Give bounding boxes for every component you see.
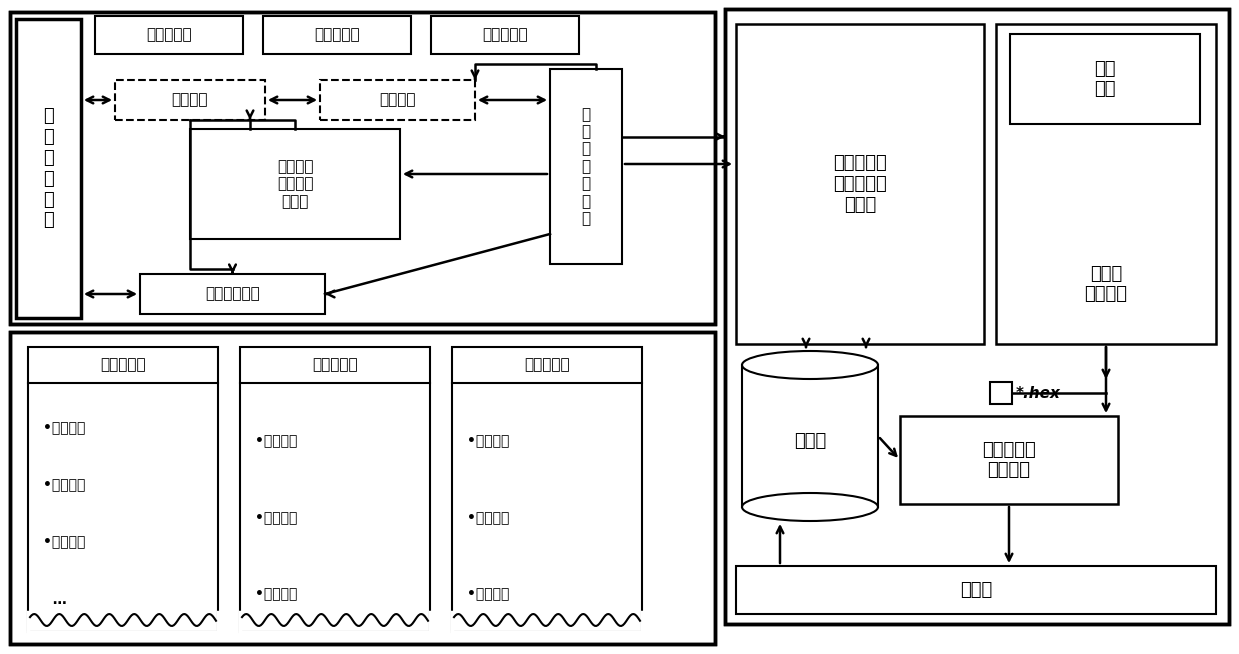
Text: 状态栏组件: 状态栏组件 <box>482 27 528 43</box>
Text: 矩阵变换: 矩阵变换 <box>172 92 208 107</box>
Bar <box>263 16 411 54</box>
Text: 连线矩阵: 连线矩阵 <box>379 92 416 107</box>
Text: 实验成绩表: 实验成绩表 <box>524 358 570 373</box>
Text: •连线状态: •连线状态 <box>255 587 297 601</box>
Bar <box>1010 34 1201 124</box>
Bar <box>320 80 475 120</box>
Bar <box>140 274 325 314</box>
Bar <box>10 12 715 324</box>
Text: 实验在线模
拟及自动评
价软件: 实验在线模 拟及自动评 价软件 <box>833 154 887 214</box>
Bar <box>900 416 1118 504</box>
Bar <box>10 12 715 324</box>
Text: •用户班级: •用户班级 <box>43 536 85 549</box>
Bar <box>736 24 984 344</box>
Text: •用户姓名: •用户姓名 <box>43 478 85 492</box>
Bar <box>240 347 430 632</box>
Bar <box>725 9 1229 624</box>
Bar <box>990 382 1012 404</box>
Bar <box>725 9 1229 624</box>
Text: •用户编号: •用户编号 <box>467 511 509 525</box>
Bar <box>736 566 1215 614</box>
Text: •实验成绩: •实验成绩 <box>467 587 509 601</box>
Bar <box>742 365 878 507</box>
Text: 单片机程序
下载工具: 单片机程序 下载工具 <box>983 441 1036 479</box>
Bar <box>996 24 1215 344</box>
Bar <box>95 16 243 54</box>
Text: 用户信息表: 用户信息表 <box>100 358 146 373</box>
Bar <box>28 347 218 632</box>
Text: 下
载
及
通
信
模
块: 下 载 及 通 信 模 块 <box>581 107 591 226</box>
Bar <box>10 332 715 644</box>
Bar <box>115 80 265 120</box>
Text: *.hex: *.hex <box>1016 385 1061 400</box>
Bar <box>452 347 642 632</box>
Text: •实验编号: •实验编号 <box>467 434 509 449</box>
Bar <box>10 332 715 644</box>
Text: 串行口: 串行口 <box>960 581 992 599</box>
Text: 电路连线
及在线模
拟窗口: 电路连线 及在线模 拟窗口 <box>276 159 313 209</box>
Bar <box>16 19 81 318</box>
Text: 工具栏组件: 工具栏组件 <box>315 27 359 43</box>
Bar <box>550 69 622 264</box>
Text: 电路连线表: 电路连线表 <box>312 358 358 373</box>
Text: 植入
程序: 植入 程序 <box>1094 60 1116 98</box>
Bar <box>190 129 400 239</box>
Text: …: … <box>43 593 67 607</box>
Text: 单片机
编程工具: 单片机 编程工具 <box>1084 265 1127 303</box>
Text: 用
户
信
息
管
理: 用 户 信 息 管 理 <box>43 107 53 230</box>
Text: 自动评价模块: 自动评价模块 <box>206 286 260 301</box>
Ellipse shape <box>742 493 878 521</box>
Bar <box>431 16 579 54</box>
Text: •用户编号: •用户编号 <box>255 511 297 525</box>
Text: 数据库: 数据库 <box>794 432 826 450</box>
Text: •用户编号: •用户编号 <box>43 421 85 435</box>
Text: 菜单栏组件: 菜单栏组件 <box>146 27 192 43</box>
Ellipse shape <box>742 351 878 379</box>
Text: •电路编号: •电路编号 <box>255 434 297 449</box>
